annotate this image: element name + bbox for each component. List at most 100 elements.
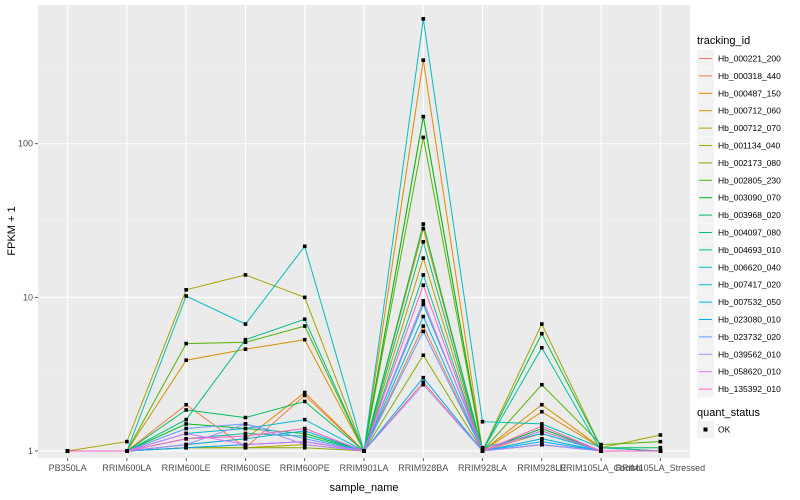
data-point: [421, 302, 426, 307]
data-point: [421, 58, 426, 62]
legend-label: Hb_039562_010: [718, 349, 781, 359]
data-point: [243, 415, 248, 420]
legend-label: Hb_000487_150: [718, 88, 781, 98]
data-point: [540, 431, 544, 436]
legend-title: tracking_id: [697, 35, 750, 47]
data-point: [184, 341, 188, 346]
x-tick-label: RRIM600LA: [102, 463, 151, 473]
data-point: [302, 399, 307, 404]
data-point: [421, 298, 426, 303]
data-point: [243, 340, 248, 345]
data-point: [362, 449, 366, 453]
data-point: [540, 331, 544, 336]
data-point: [421, 382, 426, 387]
x-tick-label: RRIM600SE: [220, 463, 270, 473]
legend-label: Hb_006620_040: [718, 262, 781, 272]
x-tick-label: RRIM600LE: [162, 463, 211, 473]
data-point: [421, 256, 426, 260]
data-point: [599, 445, 603, 450]
data-point: [302, 442, 307, 447]
legend-label: Hb_002173_080: [718, 158, 781, 168]
data-point: [184, 431, 188, 436]
data-point: [421, 222, 426, 226]
data-point: [421, 314, 426, 319]
x-tick-label: RRIM901LA: [339, 463, 388, 473]
legend-label: Hb_023732_020: [718, 332, 781, 342]
legend-label: Hb_004097_080: [718, 228, 781, 238]
data-point: [302, 295, 307, 300]
data-point: [599, 449, 603, 453]
data-point: [540, 429, 544, 433]
data-point: [421, 239, 426, 244]
data-point: [302, 244, 307, 249]
data-point: [540, 382, 544, 387]
x-tick-label: RRIM105LA_Stressed: [616, 463, 706, 473]
data-point: [540, 437, 544, 441]
data-point: [421, 329, 426, 334]
data-point: [302, 434, 307, 438]
data-point: [421, 17, 426, 21]
data-point: [658, 433, 663, 437]
x-tick-label: RRIM105LA_Control: [560, 463, 643, 473]
data-point: [184, 402, 188, 407]
data-point: [243, 422, 248, 426]
data-point: [243, 347, 248, 351]
data-point: [184, 445, 188, 450]
legend-label: Hb_058620_010: [718, 367, 781, 377]
data-point: [421, 283, 426, 287]
data-point: [421, 380, 426, 385]
data-point: [540, 345, 544, 350]
data-point: [302, 439, 307, 444]
data-point: [658, 445, 663, 450]
legend-label: Hb_002805_230: [718, 175, 781, 185]
data-point: [540, 402, 544, 407]
data-point: [243, 426, 248, 431]
data-point: [184, 426, 188, 431]
data-point: [421, 114, 426, 119]
data-point: [65, 449, 70, 453]
legend-label: Hb_135392_010: [718, 384, 781, 394]
quant-status-point-icon: [703, 427, 708, 432]
data-point: [599, 442, 603, 447]
data-point: [421, 226, 426, 231]
major-grid: [38, 5, 690, 458]
data-point: [184, 294, 188, 298]
data-point: [421, 375, 426, 380]
y-axis-title: FPKM + 1: [6, 206, 18, 255]
data-point: [125, 439, 129, 444]
legend-label: Hb_000712_070: [718, 123, 781, 133]
data-point: [302, 324, 307, 328]
x-tick-label: RRIM928LA: [458, 463, 507, 473]
data-point: [658, 449, 663, 453]
data-point: [184, 358, 188, 362]
data-point: [243, 434, 248, 438]
legend: tracking_id Hb_000221_200Hb_000318_440Hb…: [697, 35, 781, 438]
legend-label: Hb_003968_020: [718, 210, 781, 220]
legend-label: Hb_023080_010: [718, 315, 781, 325]
data-point: [658, 439, 663, 444]
legend-label: Hb_001134_040: [718, 141, 781, 151]
data-point: [243, 273, 248, 277]
data-point: [480, 419, 485, 424]
data-point: [421, 135, 426, 140]
data-point: [243, 437, 248, 441]
data-point: [540, 439, 544, 444]
y-axis: 1 10 100: [18, 139, 38, 456]
data-point: [302, 390, 307, 395]
data-point: [302, 437, 307, 441]
data-point: [184, 422, 188, 426]
data-point: [243, 322, 248, 326]
data-point: [302, 317, 307, 322]
data-point: [184, 442, 188, 447]
data-point: [243, 431, 248, 436]
data-point: [243, 337, 248, 342]
y-tick-label: 1: [28, 446, 33, 456]
x-tick-label: RRIM928LE: [517, 463, 566, 473]
data-point: [302, 445, 307, 450]
legend-items: Hb_000221_200 Hb_000318_440 Hb_000487_150 H…: [697, 50, 781, 398]
data-point: [302, 429, 307, 433]
data-point: [243, 442, 248, 447]
x-axis: PB350LA RRIM600LA RRIM600LE RRIM600SE RRIM60…: [49, 458, 706, 473]
y-tick-label: 100: [18, 139, 33, 149]
